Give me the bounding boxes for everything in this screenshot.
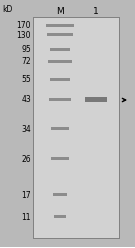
Text: 72: 72 bbox=[21, 58, 31, 66]
Text: 1: 1 bbox=[93, 6, 99, 15]
Text: 170: 170 bbox=[16, 22, 31, 31]
Text: 11: 11 bbox=[21, 213, 31, 221]
Text: 130: 130 bbox=[16, 31, 31, 39]
Text: 95: 95 bbox=[21, 45, 31, 55]
Text: kD: kD bbox=[2, 5, 12, 14]
Text: 34: 34 bbox=[21, 124, 31, 133]
Text: 55: 55 bbox=[21, 75, 31, 85]
Text: 43: 43 bbox=[21, 95, 31, 104]
Text: M: M bbox=[56, 6, 64, 15]
Text: 17: 17 bbox=[21, 190, 31, 199]
Text: 26: 26 bbox=[21, 155, 31, 163]
